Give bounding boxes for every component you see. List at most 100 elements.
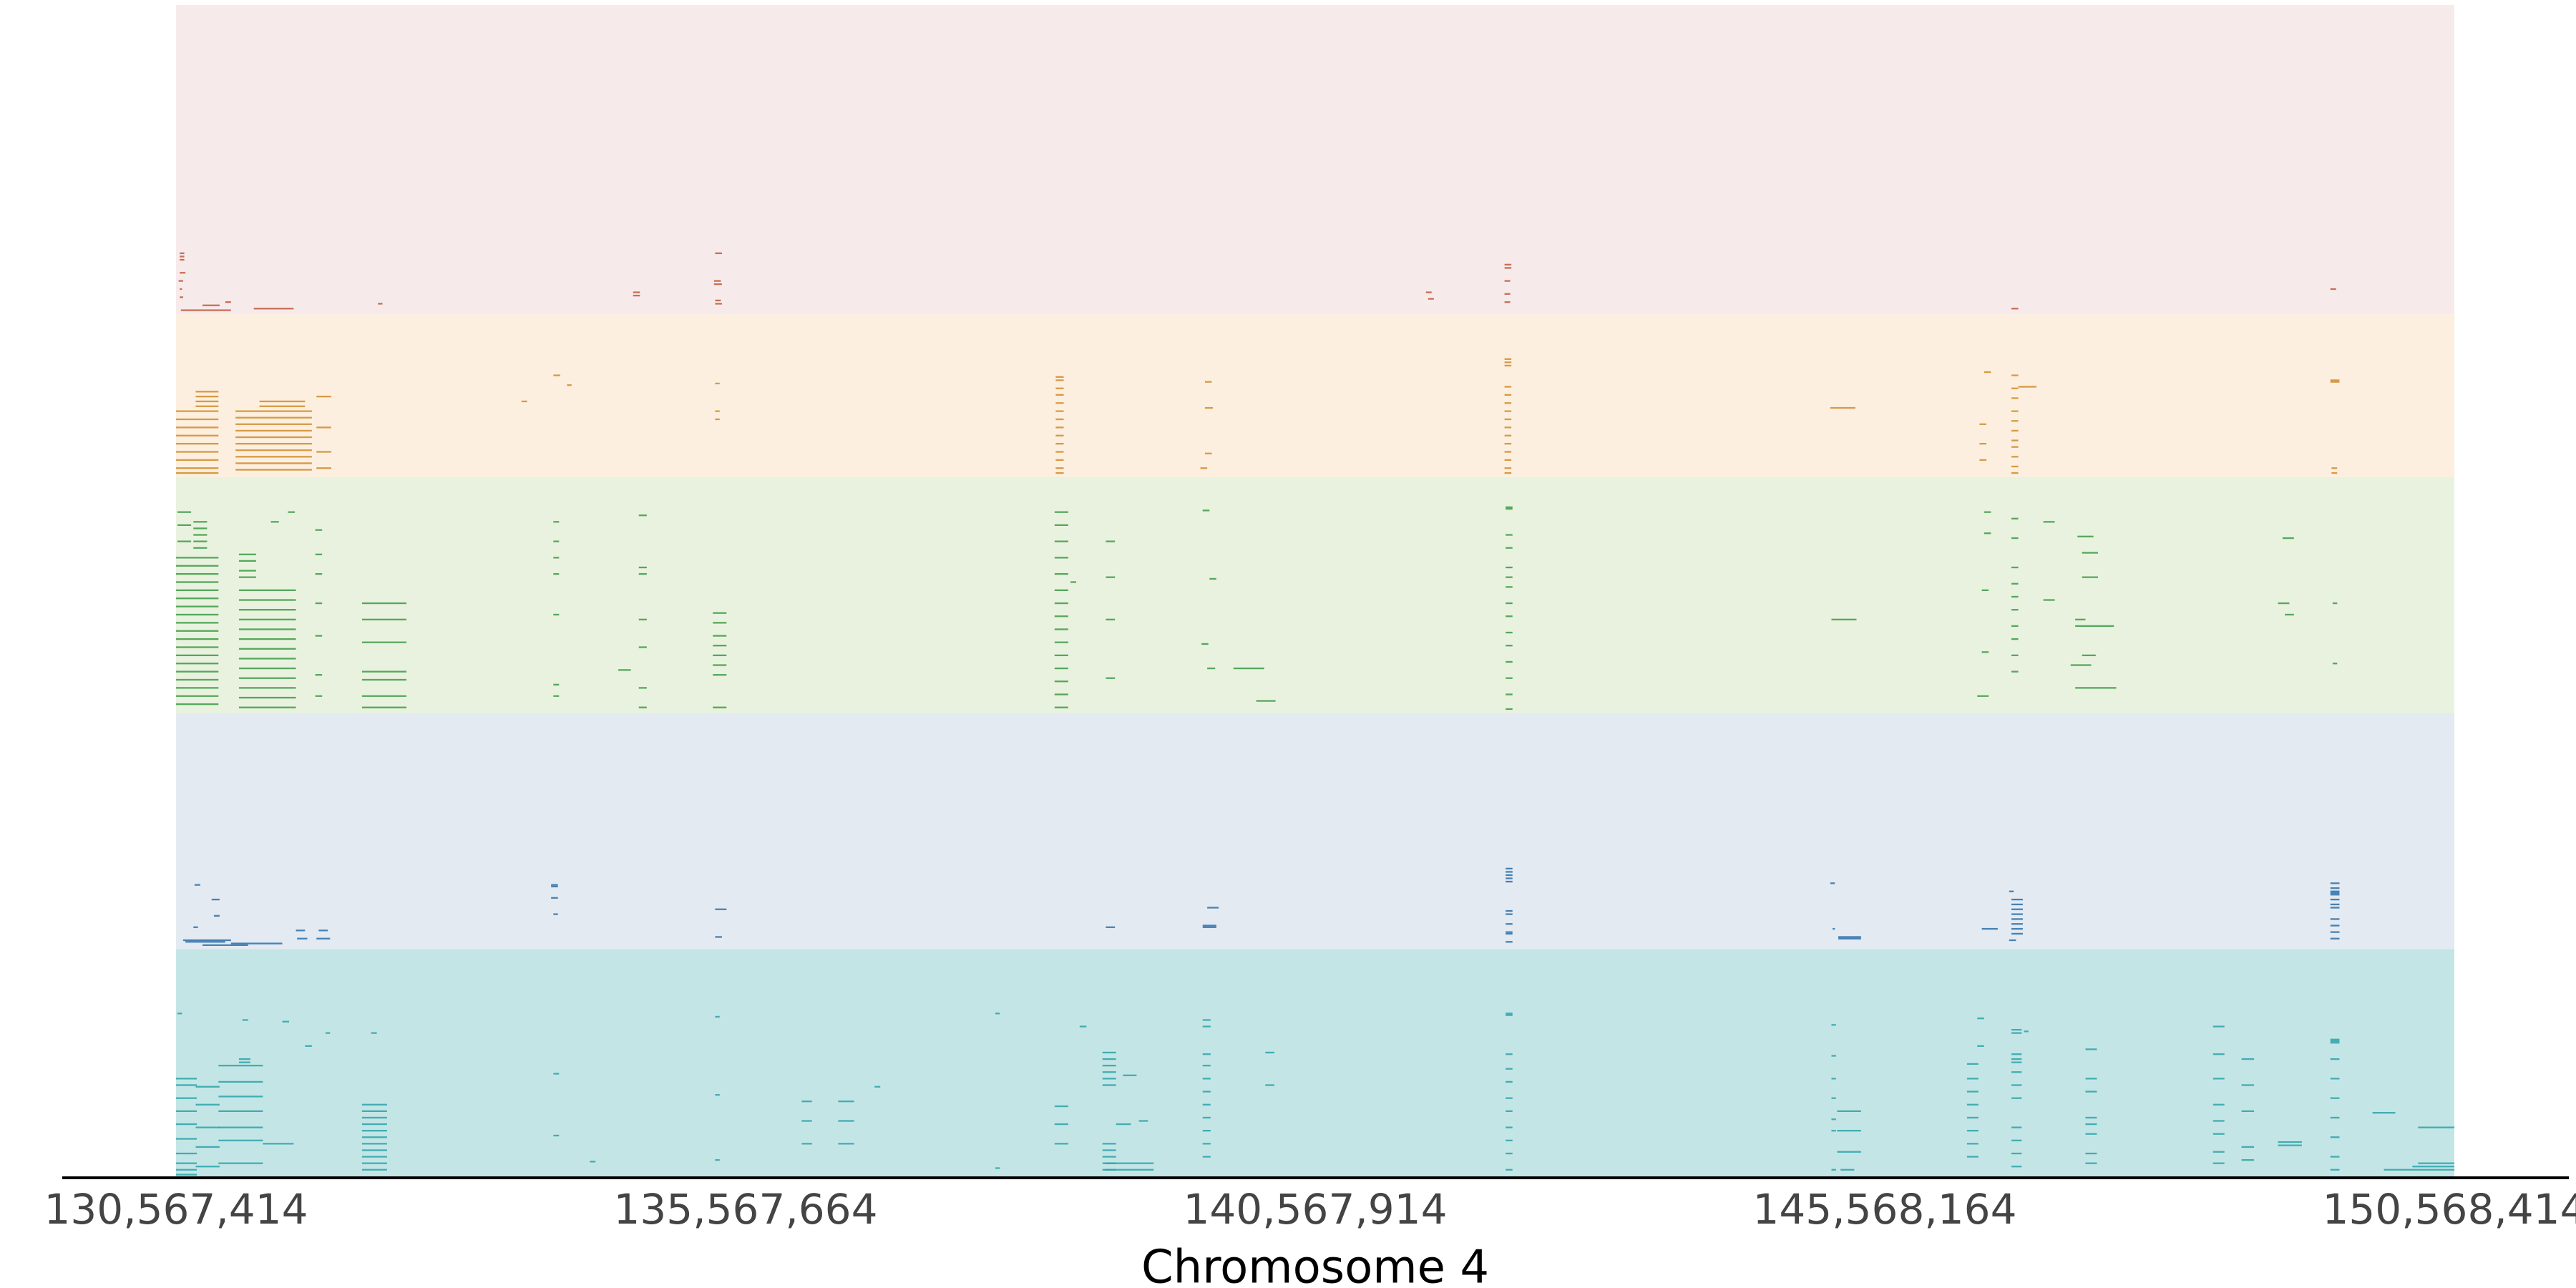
segment bbox=[2330, 1058, 2340, 1060]
segment bbox=[1506, 913, 1513, 915]
segment bbox=[1070, 581, 1077, 583]
segment bbox=[713, 674, 727, 676]
segment bbox=[193, 521, 208, 523]
segment bbox=[218, 1110, 263, 1112]
segment bbox=[176, 597, 219, 600]
segment bbox=[315, 602, 323, 605]
segment bbox=[1504, 418, 1512, 421]
segment bbox=[2043, 521, 2055, 523]
segment bbox=[715, 382, 720, 385]
segment bbox=[2011, 537, 2019, 540]
segment bbox=[1054, 628, 1068, 630]
segment bbox=[238, 696, 296, 699]
segment bbox=[2330, 1136, 2340, 1138]
segment bbox=[316, 467, 331, 469]
segment bbox=[361, 602, 406, 605]
segment bbox=[263, 1143, 294, 1145]
segment bbox=[2372, 1112, 2396, 1114]
segment bbox=[176, 442, 219, 445]
segment bbox=[235, 469, 312, 471]
segment bbox=[2330, 882, 2340, 884]
segment bbox=[2330, 892, 2340, 894]
segment bbox=[235, 429, 312, 432]
segment bbox=[874, 1085, 881, 1088]
segment bbox=[180, 272, 186, 274]
x-tick-label: 135,567,664 bbox=[614, 1185, 878, 1234]
segment bbox=[1981, 927, 1998, 930]
segment bbox=[195, 1103, 220, 1106]
segment bbox=[195, 1085, 220, 1088]
segment bbox=[1054, 693, 1068, 696]
segment bbox=[1831, 1097, 1836, 1099]
segment bbox=[361, 618, 406, 620]
segment bbox=[1207, 667, 1216, 670]
segment bbox=[1202, 926, 1216, 928]
segment bbox=[1202, 1019, 1211, 1021]
segment bbox=[1123, 1074, 1137, 1076]
segment bbox=[1202, 1103, 1211, 1106]
segment bbox=[638, 646, 647, 648]
segment bbox=[2330, 937, 2340, 940]
segment bbox=[176, 572, 219, 575]
segment bbox=[633, 291, 640, 293]
segment bbox=[715, 252, 722, 255]
segment bbox=[176, 589, 219, 591]
segment bbox=[1054, 540, 1068, 542]
segment bbox=[1201, 643, 1209, 645]
segment bbox=[235, 423, 312, 425]
segment bbox=[2011, 1058, 2022, 1060]
segment bbox=[1054, 667, 1068, 670]
segment bbox=[2011, 638, 2019, 640]
segment bbox=[553, 374, 560, 376]
segment bbox=[2075, 618, 2086, 620]
segment bbox=[1055, 459, 1064, 461]
segment bbox=[1054, 1143, 1068, 1145]
segment bbox=[176, 434, 219, 436]
track-background bbox=[176, 477, 2454, 713]
segment bbox=[638, 566, 647, 569]
segment bbox=[715, 1015, 720, 1018]
segment bbox=[2082, 552, 2098, 554]
segment bbox=[2212, 1053, 2225, 1055]
segment bbox=[1504, 386, 1512, 388]
segment bbox=[2011, 1084, 2022, 1086]
segment bbox=[1506, 547, 1513, 549]
segment bbox=[176, 1084, 197, 1086]
segment bbox=[2011, 1032, 2022, 1034]
segment bbox=[2278, 1144, 2302, 1146]
segment bbox=[176, 703, 219, 706]
segment bbox=[2011, 898, 2023, 901]
segment bbox=[1966, 1091, 1979, 1093]
segment bbox=[176, 1097, 197, 1099]
segment bbox=[715, 936, 722, 938]
segment bbox=[203, 304, 220, 306]
segment bbox=[1202, 924, 1216, 927]
segment bbox=[238, 628, 296, 630]
segment bbox=[553, 540, 560, 542]
segment bbox=[176, 451, 219, 453]
segment bbox=[995, 1013, 1000, 1015]
segment bbox=[713, 612, 727, 614]
segment bbox=[2011, 654, 2019, 656]
segment bbox=[176, 1123, 197, 1126]
segment bbox=[1506, 631, 1513, 634]
segment bbox=[1504, 410, 1512, 412]
segment bbox=[995, 1167, 1000, 1169]
segment bbox=[259, 400, 306, 403]
segment bbox=[1506, 1126, 1513, 1128]
segment bbox=[2011, 439, 2019, 441]
segment bbox=[176, 1152, 197, 1155]
segment bbox=[193, 926, 198, 928]
segment bbox=[551, 884, 558, 886]
segment bbox=[238, 706, 296, 708]
segment bbox=[2009, 939, 2016, 942]
segment bbox=[361, 670, 406, 673]
segment bbox=[1054, 706, 1068, 708]
x-tick-label: 130,567,414 bbox=[44, 1185, 308, 1234]
segment bbox=[282, 1020, 290, 1023]
segment bbox=[361, 1110, 387, 1112]
segment bbox=[2330, 907, 2340, 909]
segment bbox=[176, 467, 219, 469]
segment bbox=[1504, 293, 1511, 295]
segment bbox=[1504, 451, 1512, 453]
